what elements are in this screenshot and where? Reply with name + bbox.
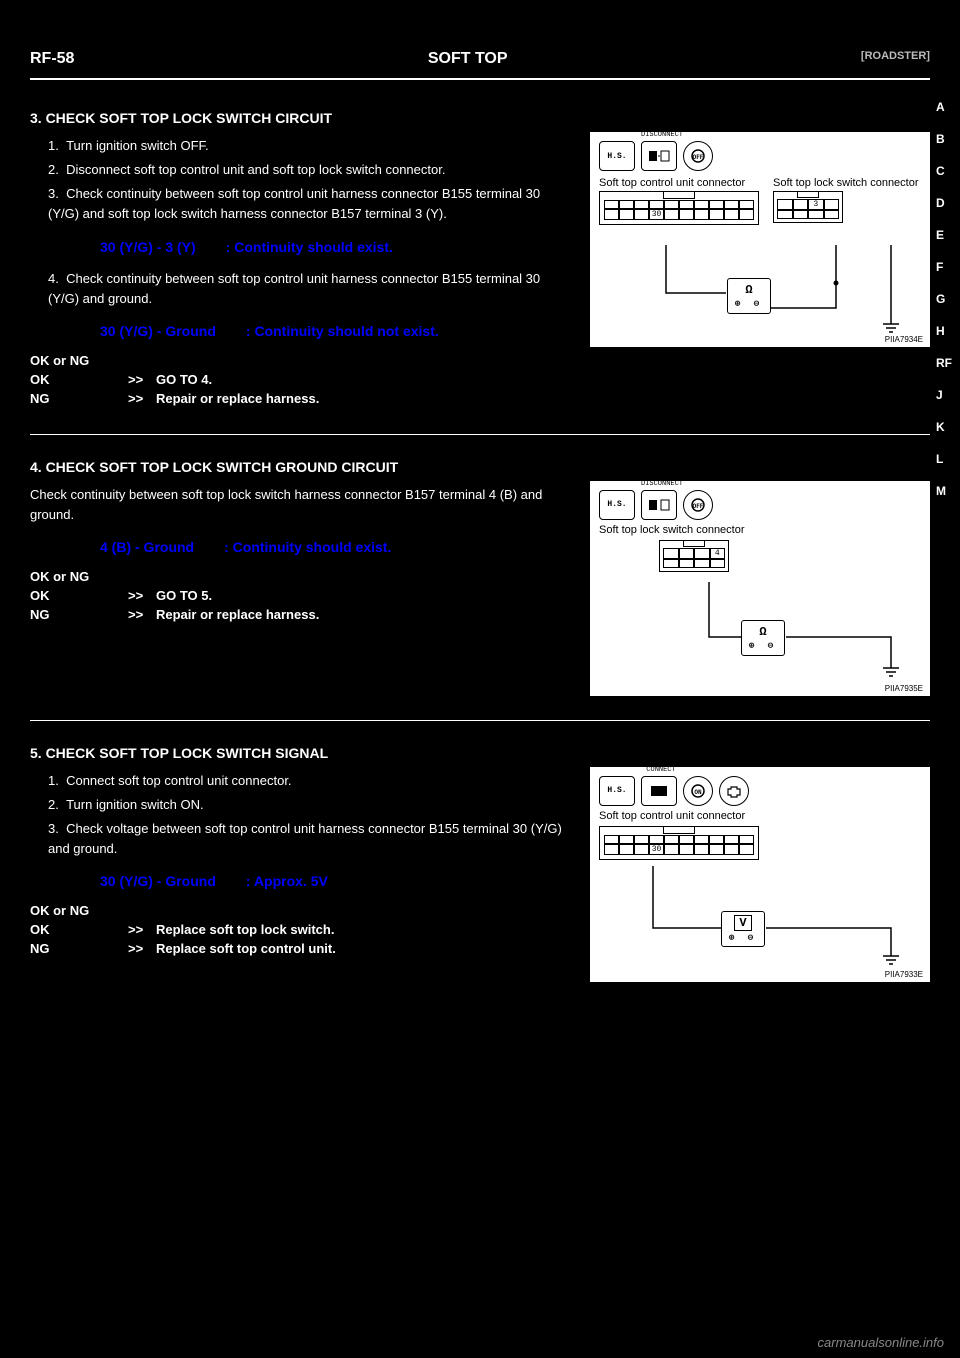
tab-d[interactable]: D [936,196,952,210]
connect-icon [641,776,677,806]
step5-okng-q: OK or NG [30,903,574,918]
step4-heading: 4. CHECK SOFT TOP LOCK SWITCH GROUND CIR… [30,459,930,475]
fig3-connector-wide: 30 [599,191,759,225]
tab-e[interactable]: E [936,228,952,242]
step4-ng-line: NG >> Repair or replace harness. [30,607,574,622]
step5-ng-line: NG >> Replace soft top control unit. [30,941,574,956]
step3-heading: 3. CHECK SOFT TOP LOCK SWITCH CIRCUIT [30,110,930,126]
hs-icon: H.S. [599,141,635,171]
hs-icon: H.S. [599,490,635,520]
step5-heading: 5. CHECK SOFT TOP LOCK SWITCH SIGNAL [30,745,930,761]
disconnect-label: DISCONNECT [641,131,681,139]
ohm-meter-icon: Ω ⊕ ⊖ [727,278,771,314]
disconnect-label: DISCONNECT [641,480,681,488]
on-icon: ON [683,776,713,806]
hs-icon: H.S. [599,776,635,806]
step4-line-1: Check continuity between soft top lock s… [30,485,574,525]
connect-label: CONNECT [641,766,681,774]
page-title: SOFT TOP [428,50,508,68]
step4-okng-q: OK or NG [30,569,574,584]
page-number: RF-58 [30,50,74,68]
svg-text:ON: ON [694,789,702,796]
fig3-label1: Soft top control unit connector [599,177,759,189]
step3-blue-2: 30 (Y/G) - Ground : Continuity should no… [100,323,574,339]
tab-k[interactable]: K [936,420,952,434]
fig5-label: Soft top control unit connector [599,810,921,822]
fig3-connector-small: 3 [773,191,843,223]
tab-j[interactable]: J [936,388,952,402]
divider-2 [30,720,930,721]
tab-m[interactable]: M [936,484,952,498]
step5-figure: H.S. CONNECT ON Soft top control unit co… [590,767,930,982]
step3-blue-1: 30 (Y/G) - 3 (Y) : Continuity should exi… [100,239,574,255]
step3-ng-line: NG >> Repair or replace harness. [30,391,574,406]
svg-text:OFF: OFF [693,503,704,510]
tab-h[interactable]: H [936,324,952,338]
svg-text:OFF: OFF [693,154,704,161]
step3-okng-q: OK or NG [30,353,574,368]
step4-blue: 4 (B) - Ground : Continuity should exist… [100,539,574,555]
step3-line-4: 4. Check continuity between soft top con… [48,269,574,309]
tab-g[interactable]: G [936,292,952,306]
step3-line-2: 2. Disconnect soft top control unit and … [48,160,574,180]
tab-f[interactable]: F [936,260,952,274]
header-sub: [ROADSTER] [861,50,930,68]
off-icon: OFF [683,141,713,171]
step3-line-3: 3. Check continuity between soft top con… [48,184,574,224]
step4-figure: H.S. DISCONNECT OFF Soft top lock switch… [590,481,930,696]
step3-ok-line: OK >> GO TO 4. [30,372,574,387]
disconnect-icon [641,490,677,520]
step5-ok-line: OK >> Replace soft top lock switch. [30,922,574,937]
step3-line-1: 1. Turn ignition switch OFF. [48,136,574,156]
fig4-connector-small: 4 [659,540,729,572]
tab-a[interactable]: A [936,100,952,114]
tab-c[interactable]: C [936,164,952,178]
step4-ok-line: OK >> GO TO 5. [30,588,574,603]
off-icon: OFF [683,490,713,520]
step5-line-3: 3. Check voltage between soft top contro… [48,819,574,859]
tab-b[interactable]: B [936,132,952,146]
fig3-label2: Soft top lock switch connector [773,177,919,189]
fig4-label: Soft top lock switch connector [599,524,921,536]
fig3-code: PIIA7934E [885,335,923,344]
fig4-code: PIIA7935E [885,684,923,693]
engine-icon [719,776,749,806]
fig5-code: PIIA7933E [885,970,923,979]
tab-l[interactable]: L [936,452,952,466]
header-rule [30,78,930,80]
disconnect-icon [641,141,677,171]
step5-line-2: 2. Turn ignition switch ON. [48,795,574,815]
fig5-connector-wide: 30 [599,826,759,860]
divider-1 [30,434,930,435]
ohm-meter-icon: Ω ⊕ ⊖ [741,620,785,656]
side-index-tabs: A B C D E F G H RF J K L M [936,100,952,498]
volt-meter-icon: V ⊕ ⊖ [721,911,765,947]
tab-rf[interactable]: RF [936,356,952,370]
step3-figure: H.S. DISCONNECT OFF Soft top control uni… [590,132,930,347]
step5-blue: 30 (Y/G) - Ground : Approx. 5V [100,873,574,889]
step5-line-1: 1. Connect soft top control unit connect… [48,771,574,791]
watermark: carmanualsonline.info [818,1335,944,1350]
